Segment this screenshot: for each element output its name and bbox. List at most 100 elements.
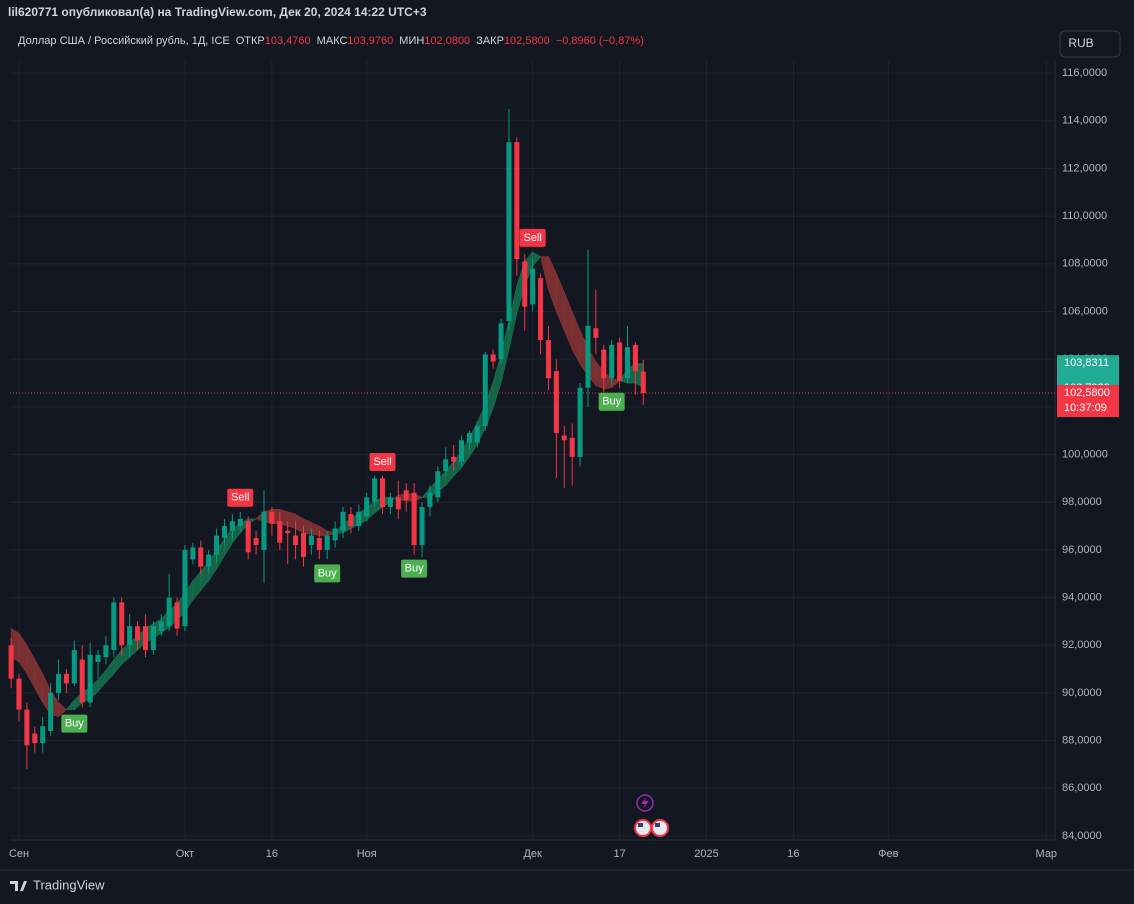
band-segment: [287, 511, 296, 529]
low-label: МИН: [399, 35, 424, 47]
candle-body: [182, 549, 188, 627]
signal-box: [227, 488, 254, 507]
candle-body: [261, 511, 267, 550]
candle-body: [482, 354, 488, 426]
candle-body: [277, 521, 283, 543]
high-label: МАКС: [317, 35, 348, 47]
candle-body: [285, 530, 291, 534]
candle-body: [95, 654, 101, 662]
candle-body: [514, 142, 520, 260]
candle-body: [24, 709, 30, 746]
y-tick-label: 96,0000: [1062, 544, 1102, 556]
candle-body: [593, 328, 599, 338]
candle-body: [561, 435, 567, 441]
signal: Sell: [227, 488, 254, 507]
candle-body: [300, 533, 307, 558]
candle-body: [617, 342, 623, 381]
candle-body: [158, 621, 164, 631]
signal-label: Buy: [318, 567, 337, 579]
candle-body: [522, 261, 528, 307]
signal-label: Buy: [405, 563, 424, 575]
candle-body: [8, 645, 14, 679]
signal: Buy: [401, 559, 428, 578]
events: [634, 794, 669, 837]
candle-body: [443, 459, 449, 472]
candle-body: [174, 602, 180, 629]
candle-body: [356, 511, 362, 527]
y-tick-label: 86,0000: [1062, 782, 1102, 794]
brand: TradingView: [33, 877, 105, 892]
candle-body: [395, 497, 401, 510]
currency-button[interactable]: [1059, 30, 1121, 58]
candle-body: [340, 511, 346, 531]
signal-label: Buy: [602, 396, 621, 408]
last-price-tag: [1057, 385, 1119, 418]
candle-body: [166, 597, 172, 627]
x-tick-label: Мар: [1036, 848, 1058, 860]
candle-body: [372, 478, 378, 503]
signal-box: [369, 452, 396, 471]
signal-box: [61, 714, 88, 733]
y-tick-label: 90,0000: [1062, 687, 1102, 699]
candle-body: [308, 535, 314, 546]
grid-layer: [10, 60, 1055, 840]
candle-body: [142, 626, 148, 651]
candle-body: [427, 492, 433, 507]
candle-body: [569, 437, 575, 457]
x-tick-label: Сен: [9, 848, 29, 860]
candle-body: [221, 526, 227, 538]
symbol: Доллар США / Российский рубль, 1Д, ICE: [18, 35, 230, 47]
candle-body: [87, 654, 93, 703]
candle-body: [530, 268, 536, 305]
lightning: [641, 797, 649, 809]
close-value: 102,5800: [504, 35, 550, 47]
y-tick-label: 92,0000: [1062, 639, 1102, 651]
candle-body: [332, 528, 338, 541]
candle-body: [119, 602, 125, 646]
candle-body: [40, 726, 46, 743]
logo-mark: [10, 881, 27, 891]
candle-body: [451, 456, 457, 462]
candle-body: [577, 387, 583, 457]
candle-body: [474, 425, 480, 443]
candle-body: [324, 535, 330, 550]
logo: TradingView: [10, 877, 105, 892]
y-tick-label: 94,0000: [1062, 591, 1102, 603]
candle-body: [150, 626, 156, 651]
open-value: 103,4760: [265, 35, 311, 47]
candle-body: [206, 554, 212, 567]
signal-box: [401, 559, 428, 578]
currency[interactable]: RUB: [1068, 36, 1093, 50]
candle-body: [190, 547, 196, 560]
flag-canton: [638, 823, 643, 827]
candle-body: [237, 518, 243, 527]
high-value: 103,9760: [347, 35, 393, 47]
signal: Sell: [369, 452, 396, 471]
last-price-label: 102,5800: [1064, 387, 1110, 399]
candle-body: [585, 325, 591, 388]
y-tick-label: 84,0000: [1062, 830, 1102, 842]
candle-body: [103, 645, 109, 658]
y-tick-label: 112,0000: [1062, 162, 1107, 174]
flag-icon[interactable]: [634, 819, 652, 837]
x-tick-label: 16: [787, 848, 799, 860]
candle-body: [79, 659, 85, 703]
open-label: ОТКР: [236, 35, 265, 47]
candle-body: [253, 537, 259, 546]
flag-icon[interactable]: [651, 819, 669, 837]
x-tick-label: Дек: [523, 848, 542, 860]
candle-body: [419, 506, 425, 546]
candle-body: [387, 497, 393, 507]
candle-body: [269, 511, 275, 524]
candle-body: [435, 471, 441, 498]
signal: Buy: [61, 714, 88, 733]
x-tick-label: 2025: [694, 848, 718, 860]
candle-body: [609, 344, 615, 379]
candle-body: [293, 535, 299, 546]
countdown: 10:37:09: [1064, 402, 1107, 414]
signal: Sell: [519, 228, 546, 247]
band-segment: [532, 251, 542, 268]
candle-body: [490, 354, 496, 362]
x-tick-label: Ноя: [357, 848, 377, 860]
